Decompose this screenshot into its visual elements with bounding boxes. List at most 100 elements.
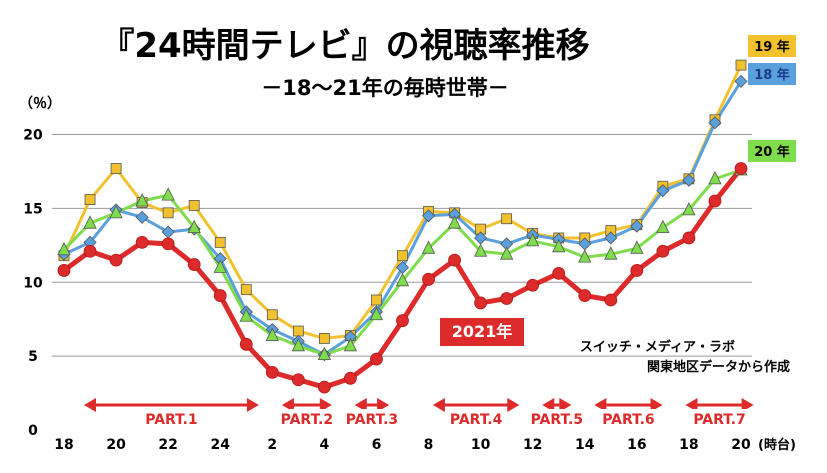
part-label-2: PART.2 — [281, 412, 333, 428]
legend-label-2: 20 年 — [754, 144, 790, 160]
x-axis: 18 20 22 24 2 4 6 8 10 12 14 16 18 20 — [54, 437, 751, 453]
data-point-s1-14 — [421, 209, 436, 223]
data-point-s3-21 — [604, 293, 618, 307]
series-markers — [57, 59, 748, 394]
data-point-s1-23 — [656, 184, 670, 198]
data-point-s3-12 — [370, 352, 383, 366]
data-point-s2-8 — [265, 327, 279, 341]
data-point-s2-17 — [500, 246, 514, 260]
part-arrow-head-left-1 — [84, 398, 96, 412]
x-tick-label-12: 18 — [679, 437, 698, 453]
source-annotation-2: 関東地区データから作成 — [647, 359, 790, 375]
x-tick-label-13: 20 — [731, 437, 751, 453]
series-line-0 — [62, 64, 743, 340]
data-point-s2-25 — [708, 170, 722, 185]
y-tick-label-5: 5 — [28, 349, 38, 365]
data-point-s0-26 — [735, 59, 747, 71]
data-point-s1-4 — [161, 225, 175, 239]
data-point-s2-12 — [369, 306, 384, 321]
data-point-s1-24 — [682, 173, 696, 187]
x-tick-label-5: 4 — [320, 437, 330, 453]
part-arrow-head-left-6 — [594, 398, 607, 412]
part-label-bg-6 — [598, 409, 658, 429]
part-label-4: PART.4 — [450, 412, 503, 428]
data-point-s3-0 — [57, 264, 71, 277]
legend-label-1: 18 年 — [754, 67, 790, 83]
data-point-s2-4 — [161, 187, 175, 201]
legend-box-0 — [748, 35, 796, 57]
data-point-s0-13 — [397, 250, 408, 262]
x-tick-label-9: 12 — [523, 437, 542, 453]
x-tick-label-6: 6 — [372, 437, 382, 453]
data-point-s3-22 — [630, 264, 644, 277]
data-point-s3-23 — [656, 244, 670, 258]
data-point-s3-17 — [500, 292, 514, 305]
part-arrow-head-left-7 — [685, 398, 698, 412]
data-point-s3-7 — [239, 337, 253, 351]
data-point-s0-6 — [214, 236, 226, 248]
data-point-s2-2 — [109, 204, 123, 219]
x-tick-label-8: 10 — [471, 437, 491, 453]
source-annotation-1: スイッチ・メディア・ラボ — [580, 339, 735, 355]
data-point-s0-4 — [162, 207, 174, 219]
y-axis: 0 5 10 15 20 — [23, 128, 43, 439]
data-point-s3-15 — [448, 253, 461, 267]
data-point-s3-11 — [344, 371, 357, 385]
data-point-s2-7 — [239, 308, 253, 322]
part-label-bg-1 — [141, 409, 201, 429]
data-point-s2-6 — [213, 259, 227, 273]
part-arrow-head-right-5 — [559, 398, 572, 412]
legend-box-3 — [440, 318, 524, 346]
part-arrow-head-right-3 — [377, 398, 390, 412]
x-tick-label-1: 20 — [106, 437, 126, 453]
data-point-s3-4 — [161, 237, 175, 251]
y-tick-label-10: 10 — [23, 275, 43, 291]
data-point-s0-12 — [371, 294, 382, 306]
data-point-s0-9 — [292, 325, 304, 337]
part-arrow-head-left-3 — [354, 398, 367, 412]
part-label-5: PART.5 — [531, 412, 583, 428]
data-point-s0-1 — [84, 194, 96, 205]
data-point-s2-23 — [656, 219, 670, 234]
x-tick-label-2: 22 — [158, 437, 177, 453]
part-arrow-head-right-7 — [741, 398, 754, 412]
part-label-6: PART.6 — [602, 412, 654, 428]
part-arrow-head-left-4 — [432, 398, 445, 412]
data-point-s3-14 — [422, 272, 435, 286]
data-point-s2-9 — [291, 337, 305, 352]
data-point-s2-5 — [187, 219, 201, 234]
data-point-s2-14 — [421, 240, 436, 254]
x-tick-label-7: 8 — [424, 437, 434, 453]
part-label-bg-2 — [277, 409, 337, 429]
legend-label-3: 2021年 — [452, 322, 513, 341]
part-arrows: PART.1 PART.2 PART.3 PART.4 PART.5 PART.6 PART… — [84, 398, 754, 429]
data-point-s2-16 — [473, 243, 488, 257]
x-axis-label: (時台) — [758, 437, 796, 453]
data-point-s2-0 — [57, 241, 71, 256]
data-point-s2-13 — [395, 272, 410, 287]
x-tick-label-4: 2 — [267, 437, 277, 453]
y-axis-label: （％） — [19, 96, 61, 112]
data-point-s1-25 — [708, 116, 722, 130]
data-point-s3-25 — [708, 194, 722, 208]
part-label-bg-7 — [690, 409, 750, 429]
legend-label-0: 19 年 — [754, 39, 790, 55]
data-point-s1-3 — [135, 210, 149, 224]
part-label-bg-4 — [446, 409, 506, 429]
part-arrow-6: PART.6 — [594, 398, 663, 429]
data-point-s3-18 — [526, 278, 540, 292]
data-point-s3-5 — [187, 258, 201, 271]
x-tick-label-3: 24 — [210, 437, 230, 453]
part-arrow-1: PART.1 — [84, 398, 259, 429]
data-point-s2-24 — [682, 201, 696, 216]
data-point-s3-9 — [291, 373, 305, 387]
part-label-bg-5 — [527, 409, 587, 429]
part-arrow-7: PART.7 — [685, 398, 754, 429]
part-arrow-head-left-2 — [281, 398, 294, 412]
data-point-s0-5 — [188, 200, 200, 211]
part-arrow-4: PART.4 — [432, 398, 520, 429]
legend: 19 年 18 年 20 年 2021年 — [440, 35, 796, 346]
data-point-s0-10 — [318, 333, 330, 344]
x-tick-label-10: 14 — [575, 437, 595, 453]
